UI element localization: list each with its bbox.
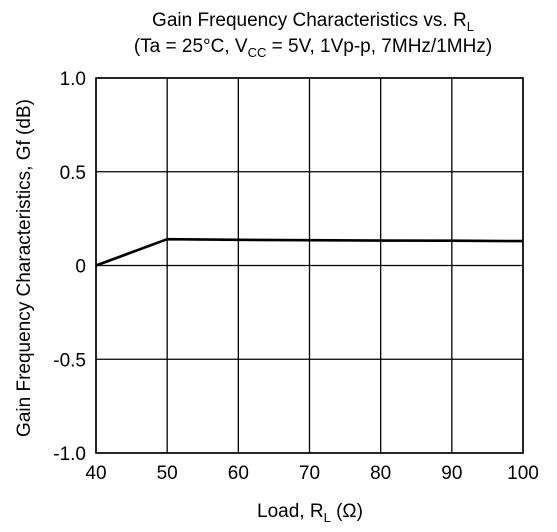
- grid: [95, 77, 524, 454]
- y-tick-label: -0.5: [53, 350, 86, 371]
- x-axis-label: Load, RL (Ω): [257, 501, 363, 525]
- x-axis-label-unit: (Ω): [331, 501, 363, 522]
- chart-subtitle-rest: = 5V, 1Vp-p, 7MHz/1MHz): [266, 36, 492, 57]
- y-tick-label: 0.5: [60, 163, 86, 184]
- chart-subtitle-vcc-sub: CC: [248, 45, 267, 60]
- x-tick-label: 100: [507, 463, 539, 484]
- y-tick-label: 0: [75, 257, 86, 278]
- x-axis-label-main: Load, R: [257, 501, 324, 522]
- y-tick-labels: 1.0 0.5 0 -0.5 -1.0: [53, 69, 86, 465]
- x-tick-label: 50: [157, 463, 178, 484]
- y-axis-label: Gain Frequency Characteristics, Gf (dB): [14, 99, 35, 437]
- chart-title-subscript: L: [467, 19, 474, 34]
- chart-subtitle-open: (Ta = 25°C, V: [134, 36, 248, 57]
- x-tick-label: 40: [85, 463, 106, 484]
- y-tick-label: 1.0: [60, 69, 86, 90]
- x-tick-label: 80: [370, 463, 391, 484]
- chart-subtitle: (Ta = 25°C, VCC = 5V, 1Vp-p, 7MHz/1MHz): [134, 36, 492, 60]
- y-tick-label: -1.0: [53, 444, 86, 465]
- series-layer: [95, 237, 524, 267]
- chart-title-main: Gain Frequency Characteristics vs. R: [152, 10, 467, 31]
- series-line: [95, 237, 524, 267]
- x-tick-labels: 40 50 60 70 80 90 100: [85, 463, 538, 484]
- x-tick-label: 60: [228, 463, 249, 484]
- x-tick-label: 70: [299, 463, 320, 484]
- chart-title: Gain Frequency Characteristics vs. RL: [152, 10, 474, 34]
- x-tick-label: 90: [441, 463, 462, 484]
- x-axis-label-subscript: L: [324, 510, 331, 525]
